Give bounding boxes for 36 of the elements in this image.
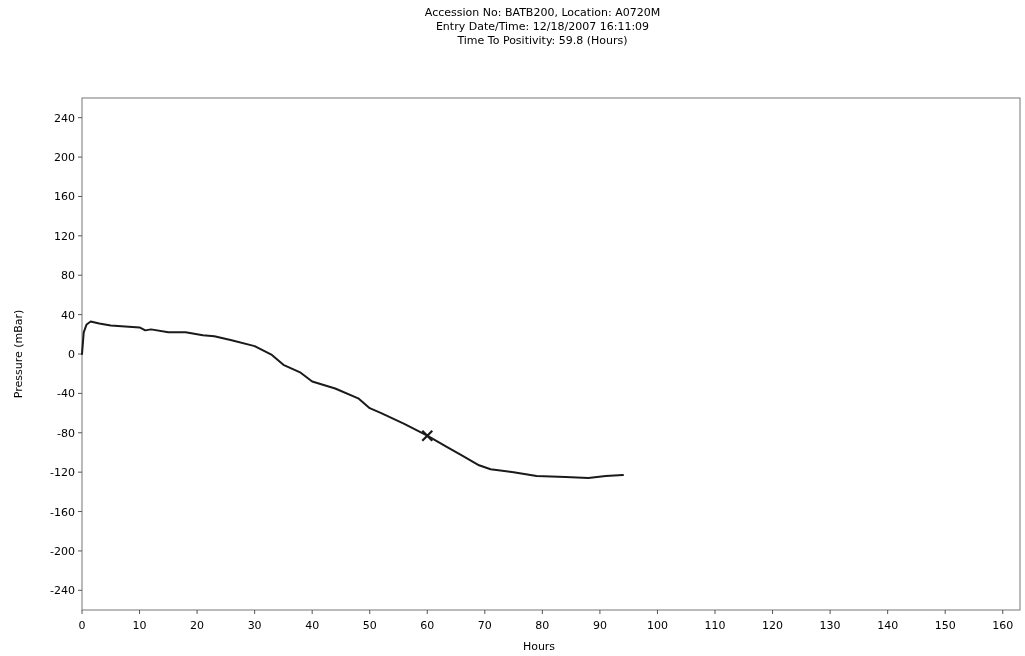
y-tick-label: 160: [54, 190, 75, 204]
x-tick-label: 130: [819, 619, 841, 632]
text: Entry Date/Time: 12/18/2007 16:11:09: [435, 20, 650, 33]
x-tick-label: 110: [704, 619, 726, 632]
y-tick-label: 80: [61, 269, 75, 283]
chart-title: Accession No: BATB200, Location: A0720M: [424, 6, 661, 19]
y-tick-label: 40: [61, 308, 75, 322]
y-tick-label: -40: [57, 387, 75, 401]
x-tick-label: 50: [362, 619, 377, 632]
y-tick-label: 200: [54, 151, 75, 165]
y-tick-label: 240: [54, 111, 75, 125]
y-tick-label: -80: [57, 426, 75, 440]
x-tick-label: 120: [762, 619, 784, 632]
text: Time To Positivity: 59.8 (Hours): [457, 34, 628, 47]
y-axis-title: Pressure (mBar): [12, 309, 25, 399]
x-tick-label: 0: [78, 619, 86, 632]
x-tick-label: 10: [132, 619, 147, 632]
x-axis-title: Hours: [522, 640, 556, 653]
x-tick-label: 30: [247, 619, 262, 632]
x-tick-label: 140: [877, 619, 899, 632]
x-tick-label: 20: [190, 619, 205, 632]
line-series: [81, 320, 624, 480]
y-tick-label: -240: [50, 584, 75, 598]
x-tick-label: 160: [992, 619, 1014, 632]
y-tick-label: 0: [68, 348, 75, 361]
x-tick-label: 40: [305, 619, 320, 632]
x-tick-label: 90: [592, 619, 607, 632]
x-tick-label: 150: [934, 619, 956, 632]
x-tick-label: 60: [420, 619, 435, 632]
y-tick-label: 120: [54, 229, 75, 243]
y-tick-label: -120: [50, 466, 75, 480]
x-tick-label: 100: [646, 619, 668, 632]
y-tick-label: -200: [50, 544, 75, 558]
x-tick-label: 80: [535, 619, 550, 632]
y-tick-label: -160: [50, 505, 75, 519]
x-tick-label: 70: [477, 619, 492, 632]
